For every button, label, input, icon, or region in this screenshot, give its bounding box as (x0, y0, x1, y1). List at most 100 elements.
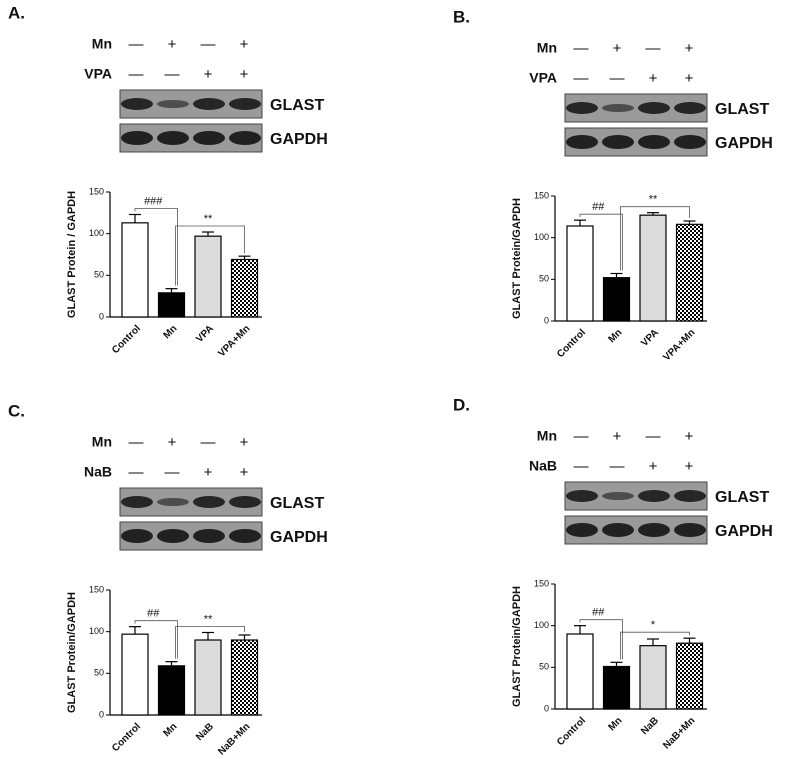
significance-bracket (134, 208, 178, 286)
treatment-sign: + (613, 40, 622, 57)
band-label: GAPDH (270, 529, 328, 546)
treatment-sign: — (129, 36, 144, 53)
treatment-sign: + (685, 428, 694, 445)
x-tick-label: Mn (606, 327, 624, 345)
y-tick-label: 150 (534, 190, 549, 200)
bar (675, 223, 704, 322)
blot-band (674, 135, 706, 149)
significance-bracket (579, 213, 623, 271)
blot-band (229, 496, 261, 508)
band-label: GLAST (715, 489, 769, 506)
treatment-sign: — (574, 428, 589, 445)
blot-band (229, 529, 261, 543)
x-tick-label: NaB (639, 715, 661, 737)
x-tick-label: NaB (194, 721, 216, 743)
treatment-sign: + (685, 458, 694, 475)
treatment-label: Mn (537, 428, 557, 444)
significance-label: ## (147, 608, 160, 620)
bar (602, 277, 631, 322)
blot-band (674, 490, 706, 502)
panel-label: D. (453, 395, 470, 414)
blot-band (638, 490, 670, 502)
bar (121, 633, 149, 716)
y-tick-label: 100 (534, 232, 549, 242)
blot-band (638, 523, 670, 537)
treatment-sign: + (168, 434, 177, 451)
x-tick-label: Mn (161, 721, 179, 739)
significance-bracket (620, 631, 690, 660)
blot-band (602, 492, 634, 500)
blot-band (566, 523, 598, 537)
treatment-label: NaB (84, 464, 112, 480)
blot-band (157, 100, 189, 108)
y-axis-title: GLAST Protein/GAPDH (511, 198, 523, 319)
x-tick-label: Control (555, 327, 588, 360)
blot-band (674, 102, 706, 114)
significance-bracket (134, 620, 178, 659)
significance-label: ** (204, 213, 213, 225)
y-tick-label: 100 (89, 228, 104, 238)
blot-band (674, 523, 706, 537)
x-tick-label: Control (555, 715, 588, 748)
y-tick-label: 150 (534, 578, 549, 588)
x-tick-label: VPA+Mn (216, 323, 252, 359)
x-tick-label: Mn (161, 323, 179, 341)
x-tick-label: VPA (194, 323, 216, 345)
treatment-label: Mn (92, 434, 112, 450)
treatment-sign: — (201, 36, 216, 53)
panel-label: B. (453, 7, 470, 26)
bar (194, 639, 222, 716)
x-tick-label: Control (110, 721, 143, 754)
bar (675, 642, 704, 710)
treatment-label: NaB (529, 458, 557, 474)
band-label: GLAST (715, 101, 769, 118)
y-tick-label: 100 (534, 620, 549, 630)
blot-band (638, 102, 670, 114)
y-tick-label: 50 (539, 274, 549, 284)
bar (566, 633, 594, 710)
bar (639, 214, 667, 322)
y-tick-label: 100 (89, 626, 104, 636)
y-tick-label: 0 (544, 703, 549, 713)
treatment-sign: — (129, 66, 144, 83)
bar (157, 292, 186, 318)
treatment-sign: — (646, 40, 661, 57)
significance-label: ## (592, 607, 605, 619)
x-tick-label: Control (110, 323, 143, 356)
band-label: GAPDH (270, 131, 328, 148)
blot-band (121, 131, 153, 145)
treatment-label: Mn (92, 36, 112, 52)
panel-label: C. (8, 401, 25, 420)
blot-band (157, 498, 189, 506)
x-tick-label: Mn (606, 715, 624, 733)
treatment-sign: + (168, 36, 177, 53)
treatment-sign: + (240, 434, 249, 451)
significance-label: ### (144, 195, 163, 207)
y-tick-label: 150 (89, 584, 104, 594)
treatment-sign: — (165, 66, 180, 83)
significance-bracket (175, 225, 245, 286)
band-label: GLAST (270, 97, 324, 114)
treatment-sign: — (610, 70, 625, 87)
x-tick-label: NaB+Mn (216, 721, 252, 757)
blot-band (229, 98, 261, 110)
blot-band (193, 131, 225, 145)
y-tick-label: 0 (99, 709, 104, 719)
bar (230, 639, 259, 716)
blot-band (638, 135, 670, 149)
blot-band (602, 104, 634, 112)
band-label: GAPDH (715, 523, 773, 540)
y-tick-label: 150 (89, 186, 104, 196)
bar (157, 665, 186, 716)
x-tick-label: VPA (639, 327, 661, 349)
treatment-sign: + (649, 458, 658, 475)
y-tick-label: 50 (94, 668, 104, 678)
blot-band (121, 529, 153, 543)
treatment-sign: + (685, 40, 694, 57)
blot-band (566, 490, 598, 502)
significance-bracket (620, 206, 690, 271)
y-axis-title: GLAST Protein / GAPDH (66, 191, 78, 318)
blot-band (566, 102, 598, 114)
